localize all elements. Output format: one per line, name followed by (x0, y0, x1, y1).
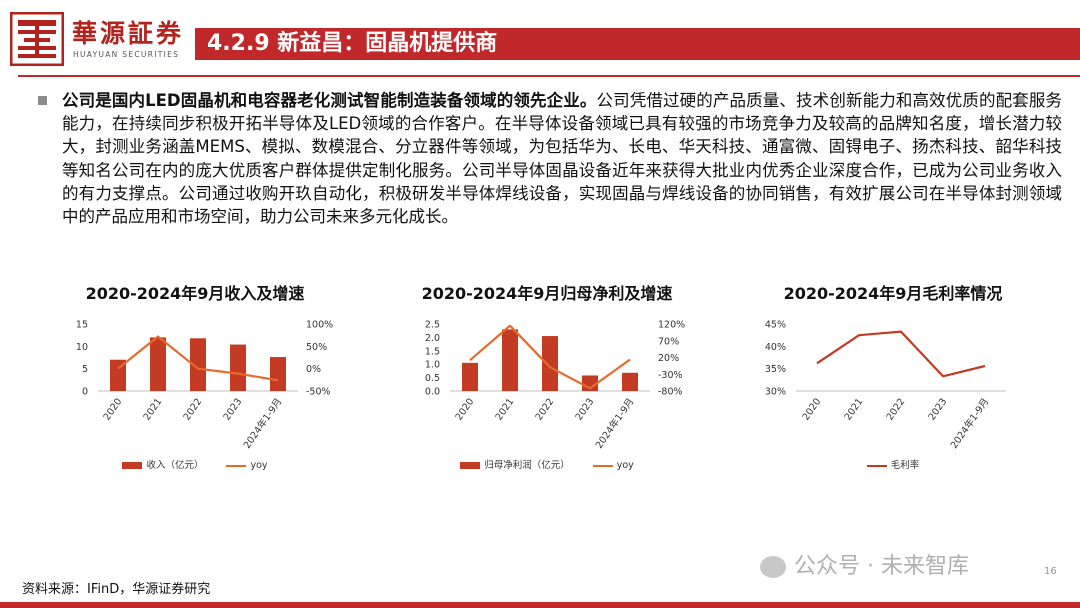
page-title: 4.2.9 新益昌：固晶机提供商 (207, 31, 498, 56)
legend-label: yoy (616, 460, 634, 471)
legend-item-gross-margin: 毛利率 (866, 457, 920, 471)
body-lead-bold: 公司是国内LED固晶机和电容器老化测试智能制造装备领域的领先企业。 (62, 91, 597, 110)
logo-name: 華源証券 (72, 19, 185, 48)
y-left-tick-label: 2.0 (425, 333, 440, 344)
x-tick-label: 2022 (534, 396, 557, 422)
bullet-square-icon (38, 96, 47, 105)
chart-net-profit: 2020-2024年9月归母净利及增速 0.0 0.5 1.0 1.5 2.0 2.5 -8… (402, 280, 692, 480)
x-tick-label: 2023 (927, 396, 950, 422)
bar (622, 372, 638, 391)
legend-bar-swatch (460, 462, 481, 469)
watermark: 公众号 · 未来智库 (760, 548, 969, 580)
header-divider (18, 75, 1080, 77)
body-rest: 公司凭借过硬的产品质量、技术创新能力和高效优质的配套服务能力，在持续同步积极开拓… (62, 91, 1062, 227)
legend-line-swatch (226, 464, 247, 467)
y-left-tick-label: 0 (82, 387, 88, 398)
body-paragraph: 公司是国内LED固晶机和电容器老化测试智能制造装备领域的领先企业。公司凭借过硬的… (62, 89, 1062, 228)
y-right-tick-label: -80% (658, 387, 683, 398)
chart-net-profit-svg: 0.0 0.5 1.0 1.5 2.0 2.5 -80% -30% 20% 70% 120% 2020… (425, 320, 685, 451)
y-right-tick-label: 50% (306, 342, 327, 353)
chart-legend: 归母净利润（亿元） yoy (402, 457, 692, 471)
watermark-text: 公众号 · 未来智库 (794, 554, 969, 579)
bar (502, 329, 518, 391)
y-left-tick-label: 15 (76, 320, 88, 331)
x-tick-label: 2022 (885, 396, 908, 422)
chart-legend: 收入（亿元） yoy (50, 457, 340, 471)
y-left-tick-label: 40% (765, 342, 786, 353)
legend-bar-swatch (122, 462, 143, 469)
x-tick-label: 2020 (102, 396, 125, 422)
title-bar: 4.2.9 新益昌：固晶机提供商 (195, 28, 1080, 60)
bar (110, 359, 126, 391)
y-right-tick-label: 70% (658, 336, 679, 347)
chart-title: 2020-2024年9月收入及增速 (85, 284, 305, 303)
legend-line-swatch (592, 464, 613, 467)
x-tick-label: 2024年1-9月 (948, 396, 992, 451)
bar (230, 344, 246, 391)
x-tick-label: 2023 (574, 396, 597, 422)
x-tick-label: 2020 (801, 396, 824, 422)
logo-seal-icon (10, 12, 64, 66)
x-tick-label: 2024年1-9月 (593, 396, 637, 451)
chart-gross-margin-svg: 30% 35% 40% 45% 2020 2021 2022 2023 2024年1-9月 (765, 320, 1006, 451)
brand-logo: 華源証券 HUAYUAN SECURITIES (10, 10, 225, 70)
y-right-tick-label: 0% (306, 364, 321, 375)
y-left-tick-label: 1.0 (425, 360, 440, 371)
x-tick-label: 2024年1-9月 (241, 396, 285, 451)
page-number: 16 (1044, 566, 1057, 577)
y-left-tick-label: 0.5 (425, 373, 440, 384)
footer-bar (0, 602, 1080, 608)
y-left-tick-label: 0.0 (425, 387, 440, 398)
x-tick-label: 2020 (454, 396, 477, 422)
legend-label: 毛利率 (890, 460, 920, 471)
chart-title: 2020-2024年9月毛利率情况 (783, 284, 1003, 303)
bar (542, 336, 558, 391)
y-left-tick-label: 45% (765, 320, 786, 331)
legend-label: 归母净利润（亿元） (484, 460, 570, 471)
y-left-tick-label: 30% (765, 387, 786, 398)
logo-subtitle: HUAYUAN SECURITIES (73, 50, 180, 59)
legend-item-revenue: 收入（亿元） (122, 457, 203, 471)
x-tick-label: 2021 (843, 396, 866, 422)
legend-item-net-profit: 归母净利润（亿元） (460, 457, 570, 471)
y-right-tick-label: 120% (658, 320, 685, 331)
y-left-tick-label: 1.5 (425, 346, 440, 357)
bar (270, 357, 286, 391)
x-tick-label: 2021 (494, 396, 517, 422)
chart-revenue-svg: 0 5 10 15 -50% 0% 50% 100% 2020 2021 2022 20232024年… (76, 320, 333, 451)
series-line (469, 324, 631, 390)
y-right-tick-label: -30% (658, 370, 683, 381)
y-right-tick-label: 100% (306, 320, 333, 331)
x-tick-label: 2021 (142, 396, 165, 422)
legend-line-swatch (866, 464, 887, 467)
y-right-tick-label: 20% (658, 353, 679, 364)
bar (150, 337, 166, 391)
y-left-tick-label: 2.5 (425, 320, 440, 331)
legend-label: 收入（亿元） (146, 460, 204, 471)
chart-revenue: 2020-2024年9月收入及增速 0 5 10 15 -50% 0% 50% 100% 202… (50, 280, 340, 480)
chart-gross-margin: 2020-2024年9月毛利率情况 30% 35% 40% 45% 2020 2021 20… (748, 280, 1038, 480)
chart-legend: 毛利率 (748, 457, 1038, 471)
x-tick-label: 2023 (222, 396, 245, 422)
y-left-tick-label: 5 (82, 364, 88, 375)
y-left-tick-label: 10 (76, 342, 88, 353)
legend-item-yoy: yoy (226, 460, 268, 471)
x-tick-label: 2022 (182, 396, 205, 422)
chart-title: 2020-2024年9月归母净利及增速 (421, 284, 673, 303)
bar (190, 338, 206, 391)
y-right-tick-label: -50% (306, 387, 331, 398)
wechat-icon (760, 556, 786, 578)
legend-item-yoy: yoy (592, 460, 634, 471)
series-line (117, 335, 279, 382)
legend-label: yoy (250, 460, 268, 471)
series-line (816, 330, 986, 378)
y-left-tick-label: 35% (765, 364, 786, 375)
bar (462, 362, 478, 391)
source-note: 资料来源：IFinD，华源证券研究 (22, 582, 211, 597)
